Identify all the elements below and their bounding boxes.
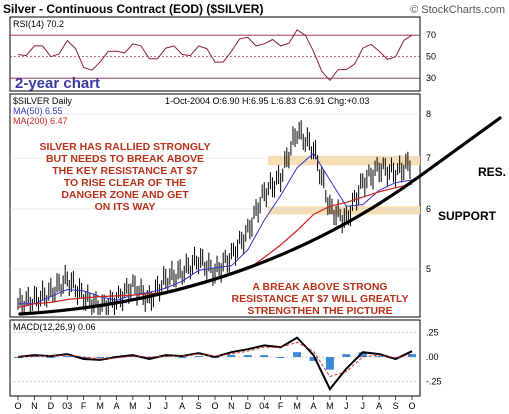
x-tick-label: O [211,401,218,411]
x-tick-label: J [147,401,152,411]
annotation-line: RESISTANCE AT $7 WILL GREATLY [232,293,409,305]
annotation-line: STRENGTHEN THE PICTURE [247,305,392,317]
x-tick-label: J [164,401,169,411]
annotation-top-left: SILVER HAS RALLIED STRONGLY BUT NEEDS TO… [40,141,211,213]
x-tick-label: S [196,401,202,411]
res-label: RES. [478,165,506,179]
x-tick-label: M [129,401,137,411]
price-panel: 8 7 6 5 $SILVER Daily 1-Oct-2004 O:6.90 H:6… [9,93,506,318]
macd-histogram-bar [375,356,384,358]
macd-histogram-bar [325,357,334,370]
rsi-panel: RSI(14) 70.2 2-year chart 70 50 30 [9,16,436,92]
macd-histogram-bar [178,357,187,359]
macd-histogram-bar [243,355,252,358]
x-tick-label: M [293,401,301,411]
macd-histogram-bar [391,357,400,359]
annotation-line: SILVER HAS RALLIED STRONGLY [40,141,211,153]
x-tick-label: O [408,401,415,411]
x-tick-label: M [326,401,334,411]
macd-histogram-bar [161,356,170,358]
x-tick-label: 04 [259,401,269,411]
macd-label: MACD(12,26,9) 0.06 [13,322,96,332]
price-tick-label: 8 [426,109,431,119]
long-term-uptrend-line [18,116,502,316]
period-label: 2-year chart [15,75,100,92]
x-tick-label: A [179,401,185,411]
macd-histogram-bar [194,356,203,358]
x-tick-label: J [344,401,349,411]
macd-histogram-bar [128,356,137,358]
macd-histogram-bar [358,352,367,358]
macd-histogram-bar [227,355,236,358]
macd-histogram-bar [63,356,72,358]
rsi-line [17,29,413,82]
annotation-line: THE KEY RESISTANCE AT $7 [52,165,198,177]
x-tick-label: O [14,401,21,411]
annotation-line: DANGER ZONE AND GET [61,189,189,201]
macd-tick-label: -.25 [426,376,442,386]
macd-panel: MACD(12,26,9) 0.06 .25 .00 -.25 [9,319,442,397]
x-tick-label: D [245,401,252,411]
macd-histogram-bar [309,357,318,361]
macd-histogram-bar [276,357,285,359]
x-tick-label: 03 [62,401,72,411]
x-tick-label: A [310,401,316,411]
macd-histogram-bar [293,352,302,358]
rsi-tick-label: 50 [426,52,436,62]
chart-title: Silver - Continuous Contract (EOD) ($SIL… [3,2,263,16]
macd-tick-label: .25 [426,328,439,338]
symbol-label: $SILVER Daily [13,96,72,106]
annotation-line: ON ITS WAY [95,201,156,213]
macd-signal-line [17,341,413,378]
x-tick-label: N [228,401,235,411]
macd-histogram-bar [46,357,55,359]
x-tick-label: F [81,401,87,411]
macd-histogram-bar [96,357,105,359]
macd-tick-label: .00 [426,352,439,362]
macd-histogram-bar [30,356,39,358]
price-tick-label: 6 [426,204,431,214]
annotation-line: BUT NEEDS TO BREAK ABOVE [46,153,204,165]
credit-text: © StockCharts.com [410,4,505,16]
macd-histogram-bar [260,355,269,358]
annotation-line: A BREAK ABOVE STRONG [252,281,387,293]
x-tick-label: A [376,401,382,411]
x-tick-label: A [113,401,119,411]
price-tick-label: 5 [426,264,431,274]
x-tick-label: F [278,401,284,411]
support-label: SUPPORT [438,209,497,223]
x-tick-label: N [31,401,38,411]
annotation-line: TO RISE CLEAR OF THE [64,177,186,189]
rsi-tick-label: 70 [426,30,436,40]
macd-histogram-bar [342,354,351,358]
macd-histogram-bar [408,354,416,358]
x-tick-label: J [361,401,366,411]
rsi-label: RSI(14) 70.2 [13,19,64,29]
price-tick-label: 7 [426,153,431,163]
x-tick-label: S [393,401,399,411]
rsi-tick-label: 30 [426,73,436,83]
resistance-zone [268,155,420,166]
ma50-line [18,152,413,305]
x-tick-label: D [48,401,55,411]
ma200-label: MA(200) 6.47 [13,116,68,126]
ohlc-readout: 1-Oct-2004 O:6.90 H:6.95 L:6.83 C:6.91 C… [165,96,369,106]
ma50-label: MA(50) 6.55 [13,106,63,116]
macd-histogram-bar [14,357,22,359]
x-axis: O N D 03 F M A M J J A S O N D 04 F M A M J J A S O [14,396,416,411]
x-tick-label: M [96,401,104,411]
macd-line [17,336,413,391]
annotation-bottom: A BREAK ABOVE STRONG RESISTANCE AT $7 WI… [232,281,409,317]
